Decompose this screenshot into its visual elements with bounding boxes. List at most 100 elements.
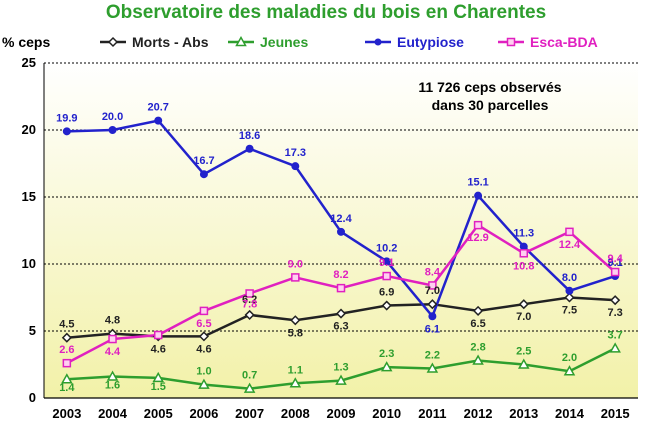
data-label: 3.7 <box>608 329 623 341</box>
data-label: 16.7 <box>193 155 214 167</box>
data-point <box>474 191 483 200</box>
data-point <box>198 378 210 389</box>
y-tick-label: 25 <box>22 55 36 70</box>
data-label: 8.4 <box>425 266 441 278</box>
data-point <box>610 295 621 306</box>
data-point <box>335 374 347 385</box>
data-point <box>565 286 574 295</box>
x-tick-label: 2014 <box>555 406 585 421</box>
data-point <box>519 249 529 258</box>
data-labels: 4.5 4.8 4.6 4.6 6.2 5.8 6.3 6.9 7.0 6.5 7.0 7.5 7.3 1… <box>56 102 624 395</box>
data-point <box>244 309 255 320</box>
x-axis: 2003 2004 2005 2006 2007 2008 2009 2010 2011 2012… <box>44 397 638 421</box>
data-label: 2.6 <box>59 344 74 356</box>
data-point <box>198 331 209 342</box>
data-point <box>199 306 209 316</box>
chart-title: Observatoire des maladies du bois en Cha… <box>106 2 546 23</box>
data-point <box>108 334 117 344</box>
data-label: 1.5 <box>151 381 166 393</box>
data-point <box>61 373 73 384</box>
data-point <box>380 361 393 372</box>
data-label: 1.1 <box>288 364 303 376</box>
data-label: 9.1 <box>608 257 623 269</box>
annotation: 11 726 ceps observés dans 30 parcelles <box>418 79 561 113</box>
x-tick-label: 2006 <box>189 406 218 421</box>
data-label: 12.9 <box>467 232 488 244</box>
x-tick-label: 2007 <box>235 406 264 421</box>
data-label: 11.3 <box>513 228 534 240</box>
data-label: 4.8 <box>105 315 120 327</box>
y-tick-label: 15 <box>22 189 36 204</box>
data-point <box>106 370 119 381</box>
x-tick-label: 2011 <box>418 406 446 421</box>
data-label: 5.8 <box>288 327 303 339</box>
legend-marker <box>506 37 516 47</box>
data-label: 1.4 <box>59 382 75 394</box>
y-tick-label: 5 <box>29 323 36 338</box>
data-point <box>382 257 391 266</box>
data-label: 7.0 <box>516 311 531 323</box>
data-label: 10.8 <box>513 260 534 272</box>
x-tick-label: 2005 <box>144 406 173 421</box>
data-label: 0.7 <box>242 370 257 382</box>
data-label: 6.5 <box>470 318 485 330</box>
data-point <box>473 305 484 316</box>
data-label: 1.0 <box>196 366 211 378</box>
data-point <box>245 289 254 298</box>
legend-marker <box>107 36 119 48</box>
data-label: 2.5 <box>516 346 531 358</box>
legend-marker <box>235 35 247 47</box>
data-point <box>518 299 529 310</box>
data-label: 8.2 <box>333 269 348 281</box>
data-label: 9.0 <box>288 258 303 270</box>
annotation-line-1: 11 726 ceps observés <box>418 79 561 95</box>
data-point <box>335 308 347 319</box>
data-point <box>62 127 71 136</box>
data-point <box>291 162 300 171</box>
data-label: 7.0 <box>425 285 440 297</box>
legend-label: Jeunes <box>260 34 308 50</box>
data-point <box>382 271 391 281</box>
data-point <box>245 144 254 153</box>
x-tick-label: 2013 <box>509 406 538 421</box>
data-label: 17.3 <box>285 147 306 159</box>
data-point <box>108 126 117 134</box>
data-label: 6.1 <box>425 323 440 335</box>
data-label: 1.6 <box>105 380 120 392</box>
y-tick-label: 0 <box>29 390 36 405</box>
data-label: 1.3 <box>333 362 348 374</box>
data-point <box>62 358 72 368</box>
x-tick-label: 2015 <box>601 406 630 421</box>
data-point <box>473 220 483 230</box>
data-label: 2.0 <box>562 352 577 364</box>
data-label: 4.6 <box>196 343 211 355</box>
data-point <box>243 382 256 393</box>
data-label: 4.6 <box>151 343 166 355</box>
data-label: 18.6 <box>239 130 260 142</box>
data-point <box>427 299 438 310</box>
data-point <box>290 315 301 326</box>
data-point <box>154 116 163 125</box>
data-point <box>428 312 437 321</box>
data-label: 7.8 <box>242 298 257 310</box>
data-label: 9.1 <box>379 257 394 269</box>
x-tick-label: 2008 <box>281 406 310 421</box>
data-label: 7.3 <box>608 307 623 319</box>
data-label: 2.3 <box>379 348 394 360</box>
data-point <box>610 267 620 277</box>
data-point <box>61 332 72 343</box>
legend-marker <box>374 38 382 46</box>
data-label: 20.0 <box>102 111 123 123</box>
data-label: 19.9 <box>56 112 77 124</box>
data-point <box>199 170 208 179</box>
data-point <box>291 273 300 282</box>
y-axis-label: % ceps <box>2 34 50 50</box>
data-label: 8.0 <box>562 272 577 284</box>
legend: Morts - Abs Jeunes Eutypiose Esca-BDA <box>100 34 598 50</box>
data-label: 15.1 <box>467 177 488 189</box>
data-point <box>289 377 302 388</box>
data-label: 4.5 <box>59 319 74 331</box>
data-label: 12.4 <box>559 239 581 251</box>
data-point <box>565 227 574 237</box>
